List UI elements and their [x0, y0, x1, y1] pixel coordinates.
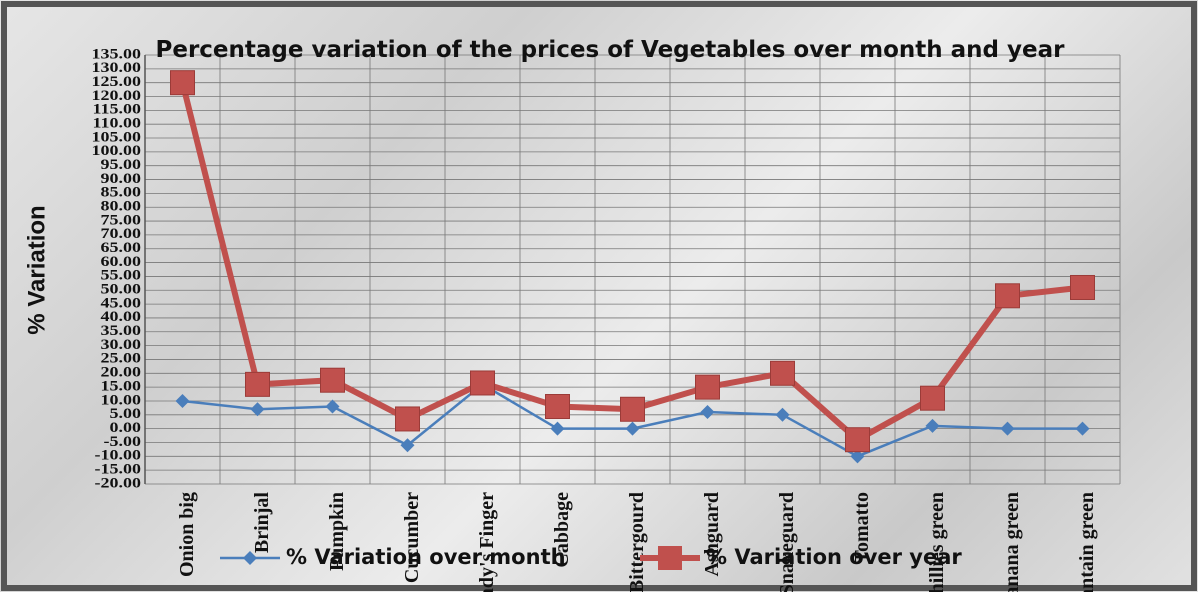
y-tick-label: -10.00 [95, 446, 141, 463]
y-tick-label: 75.00 [101, 211, 141, 228]
y-tick-label: 95.00 [101, 156, 141, 173]
y-tick-label: -20.00 [95, 474, 141, 491]
x-tick-label: Plantain green [1076, 492, 1098, 592]
data-marker [700, 405, 715, 420]
data-marker [170, 70, 195, 96]
x-tick-label: Bittergourd [626, 492, 648, 592]
data-marker [1000, 421, 1015, 436]
data-marker [775, 407, 790, 422]
data-marker [850, 449, 865, 464]
y-tick-label: 60.00 [101, 253, 141, 270]
y-tick-label: -5.00 [104, 433, 141, 450]
data-marker [325, 399, 340, 414]
y-tick-label: 70.00 [101, 225, 141, 242]
legend-marker [658, 546, 682, 570]
x-tick-label: Cucumber [401, 492, 423, 583]
legend-marker [243, 551, 257, 565]
data-marker [925, 418, 940, 433]
y-tick-label: 135.00 [92, 45, 141, 62]
y-tick-label: 50.00 [101, 280, 141, 297]
y-tick-label: 90.00 [101, 170, 141, 187]
data-marker [470, 370, 495, 396]
data-marker [175, 393, 190, 408]
data-marker [625, 421, 640, 436]
y-tick-label: 115.00 [93, 100, 141, 117]
chart-title: Percentage variation of the prices of Ve… [155, 37, 1065, 63]
y-tick-label: -15.00 [95, 460, 141, 477]
y-tick-label: 10.00 [101, 391, 141, 408]
data-marker [400, 438, 415, 453]
x-tick-label: Chillies green [926, 492, 948, 592]
x-tick-label: Pumpkin [326, 492, 348, 571]
data-marker [920, 385, 945, 411]
y-tick-label: 25.00 [101, 349, 141, 366]
y-tick-label: 125.00 [92, 73, 141, 90]
x-tick-label: Lady's Finger [476, 492, 498, 592]
y-tick-label: 35.00 [101, 322, 141, 339]
data-marker [695, 374, 720, 400]
data-marker [1070, 274, 1095, 300]
data-marker [395, 406, 420, 432]
y-tick-label: 20.00 [101, 363, 141, 380]
y-tick-label: 30.00 [101, 336, 141, 353]
y-tick-label: 5.00 [110, 405, 141, 422]
legend-label: % Variation over month [286, 545, 566, 569]
y-tick-label: 85.00 [101, 183, 141, 200]
x-tick-label: Ashguard [701, 492, 723, 576]
y-tick-label: 100.00 [92, 142, 141, 159]
x-tick-label: Tomatto [851, 492, 873, 563]
y-tick-label: 40.00 [101, 308, 141, 325]
y-tick-label: 120.00 [92, 87, 141, 104]
y-tick-label: 105.00 [92, 128, 141, 145]
x-tick-label: Brinjal [251, 492, 273, 554]
data-line [179, 81, 1083, 444]
legend-label: % Variation over year [706, 545, 962, 569]
x-tick-label: Banana green [1001, 492, 1023, 592]
y-tick-label: 45.00 [101, 294, 141, 311]
y-tick-label: 0.00 [110, 419, 141, 436]
y-tick-label: 65.00 [101, 239, 141, 256]
x-tick-label: Onion big [176, 492, 198, 577]
x-tick-label: Snakeguard [776, 492, 798, 592]
data-marker [550, 421, 565, 436]
data-marker [1075, 421, 1090, 436]
x-tick-label: Cabbage [551, 492, 573, 568]
y-tick-label: 80.00 [101, 197, 141, 214]
y-tick-label: 15.00 [101, 377, 141, 394]
y-tick-label: 55.00 [101, 266, 141, 283]
data-marker [845, 427, 870, 453]
data-marker [245, 371, 270, 397]
y-axis-label: % Variation [23, 205, 50, 334]
y-tick-label: 130.00 [92, 59, 141, 76]
data-marker [250, 402, 265, 417]
data-marker [770, 360, 795, 386]
y-tick-label: 110.00 [93, 114, 141, 131]
data-marker [545, 394, 570, 420]
data-marker [620, 396, 645, 422]
data-marker [995, 283, 1020, 309]
data-marker [320, 367, 345, 393]
